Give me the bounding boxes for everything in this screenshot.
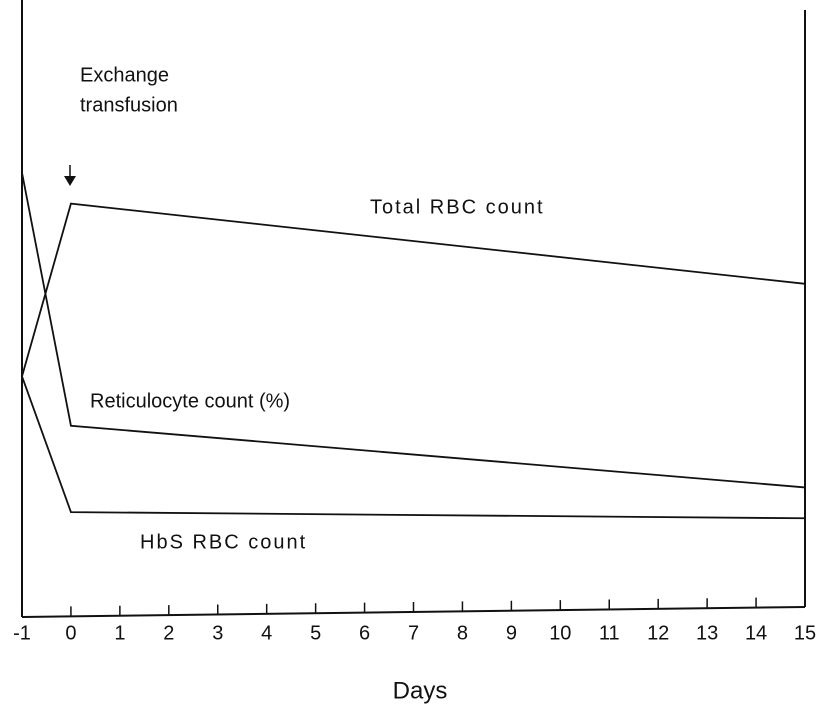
x-tick-label: 13 bbox=[696, 622, 718, 644]
x-tick-label: 3 bbox=[212, 622, 223, 644]
x-tick-label: 1 bbox=[114, 622, 125, 644]
annotation: Exchange bbox=[80, 64, 169, 86]
series-line bbox=[21, 172, 806, 489]
x-tick-label: 6 bbox=[359, 622, 370, 644]
x-tick-label: 14 bbox=[745, 622, 767, 644]
series-label: HbS RBC count bbox=[140, 531, 307, 553]
series-line bbox=[21, 202, 806, 377]
x-tick-label: 0 bbox=[65, 622, 76, 644]
x-tick-label: 4 bbox=[261, 622, 272, 644]
annotation: transfusion bbox=[80, 94, 178, 116]
x-tick-label: 7 bbox=[408, 622, 419, 644]
series-label: Total RBC count bbox=[370, 196, 545, 218]
x-tick-label: 10 bbox=[549, 622, 571, 644]
x-tick-label: 12 bbox=[647, 622, 669, 644]
x-tick-label: 9 bbox=[506, 622, 517, 644]
x-tick-label: 11 bbox=[599, 622, 620, 644]
x-tick-label: 15 bbox=[794, 622, 816, 644]
x-axis-label: Days bbox=[393, 677, 448, 704]
series-label: Reticulocyte count (%) bbox=[90, 390, 290, 412]
x-tick-label: 5 bbox=[310, 622, 321, 644]
x-tick-label: 2 bbox=[163, 622, 174, 644]
x-tick-label: 8 bbox=[457, 622, 468, 644]
arrow-head bbox=[64, 176, 76, 186]
series-line bbox=[21, 376, 806, 520]
x-tick-label: -1 bbox=[13, 622, 31, 644]
